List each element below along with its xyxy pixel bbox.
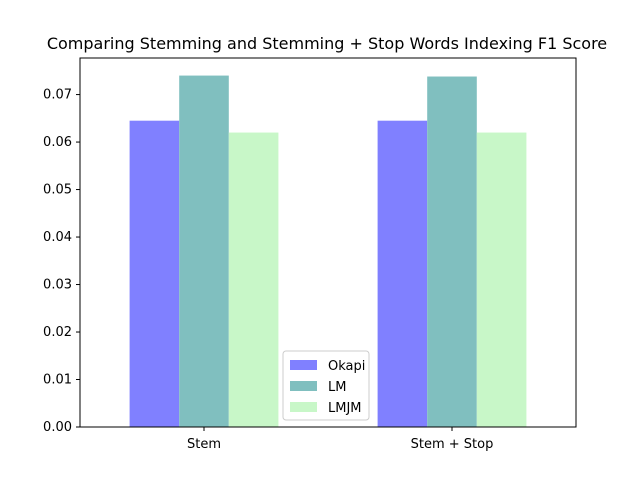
- legend: Okapi LM LMJM: [282, 350, 370, 421]
- y-tick-label: 0.04: [43, 230, 72, 245]
- y-tick-label: 0.03: [43, 278, 72, 293]
- y-tick-label: 0.02: [43, 325, 72, 340]
- y-tick-label: 0.00: [43, 420, 72, 435]
- y-tick-label: 0.07: [43, 88, 72, 103]
- legend-swatch-lmjm: [290, 402, 317, 412]
- bar-lmjm-0: [228, 132, 279, 427]
- y-tick-label: 0.06: [43, 135, 72, 150]
- axes-frame: [79, 57, 577, 428]
- bar-lm-0: [179, 75, 229, 428]
- legend-swatch-okapi: [290, 360, 317, 370]
- bar-lmjm-1: [476, 132, 527, 427]
- bar-okapi-0: [129, 120, 180, 427]
- legend-label-okapi: Okapi: [328, 359, 365, 374]
- chart-title: Comparing Stemming and Stemming + Stop W…: [47, 34, 607, 53]
- x-tick-label: Stem: [187, 437, 221, 452]
- bar-okapi-1: [377, 120, 428, 427]
- legend-label-lm: LM: [328, 380, 346, 395]
- y-tick-label: 0.01: [43, 373, 72, 388]
- y-tick-label: 0.05: [43, 183, 72, 198]
- plot-area: 0.00 0.01 0.02 0.03 0.04 0.05 0.06 0.07 Stem Stem…: [43, 57, 577, 452]
- x-tick-label: Stem + Stop: [411, 437, 494, 452]
- legend-swatch-lm: [290, 381, 317, 391]
- legend-label-lmjm: LMJM: [328, 401, 362, 416]
- bar-lm-1: [427, 76, 477, 427]
